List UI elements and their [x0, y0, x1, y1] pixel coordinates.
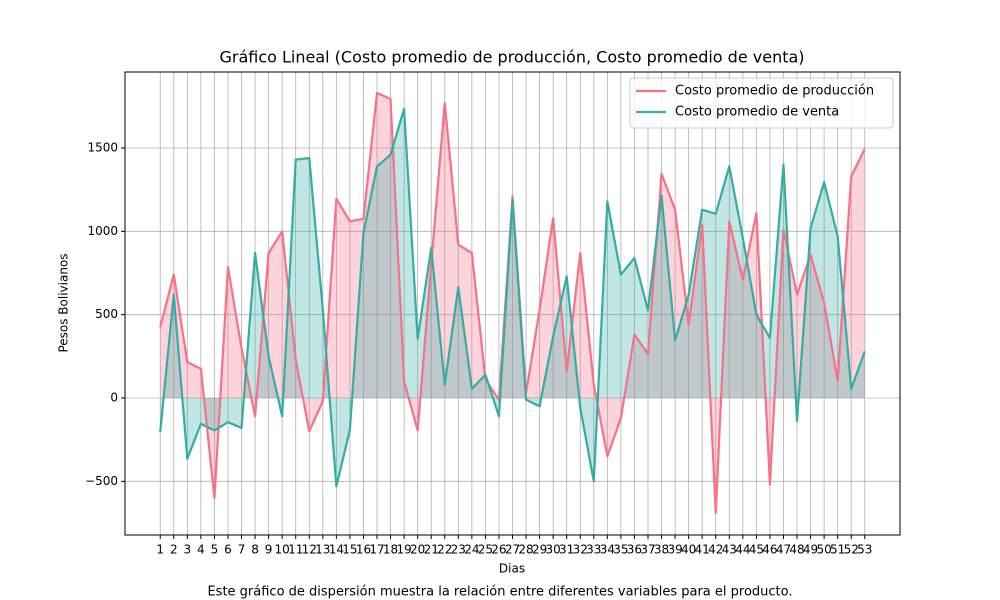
x-tick-label: 1 — [156, 543, 164, 557]
x-tick-label: 40 — [681, 543, 696, 557]
x-tick-label: 21 — [424, 543, 439, 557]
x-tick-label: 30 — [546, 543, 561, 557]
x-tick-label: 19 — [396, 543, 411, 557]
x-tick-label: 43 — [722, 543, 737, 557]
x-tick-label: 5 — [211, 543, 219, 557]
x-tick-label: 23 — [451, 543, 466, 557]
x-tick-label: 13 — [315, 543, 330, 557]
x-tick-label: 17 — [369, 543, 384, 557]
x-tick-label: 7 — [238, 543, 246, 557]
x-tick-label: 26 — [491, 543, 506, 557]
legend-label: Costo promedio de venta — [675, 105, 839, 120]
y-tick-label: 1500 — [87, 141, 118, 155]
x-tick-label: 44 — [735, 543, 750, 557]
x-tick-label: 36 — [627, 543, 642, 557]
y-tick-label: 0 — [110, 391, 118, 405]
x-tick-label: 42 — [708, 543, 723, 557]
x-tick-label: 46 — [762, 543, 777, 557]
x-tick-label: 4 — [197, 543, 205, 557]
x-tick-label: 22 — [437, 543, 452, 557]
y-tick-label: 1000 — [87, 224, 118, 238]
x-tick-label: 49 — [803, 543, 818, 557]
x-tick-label: 25 — [478, 543, 493, 557]
x-tick-label: 18 — [383, 543, 398, 557]
x-axis-label: Dias — [499, 562, 525, 576]
x-tick-label: 20 — [410, 543, 425, 557]
x-tick-label: 39 — [667, 543, 682, 557]
x-tick-label: 34 — [600, 543, 615, 557]
x-tick-label: 45 — [749, 543, 764, 557]
y-tick-label: 500 — [95, 307, 118, 321]
y-axis-label: Pesos Bolivianos — [57, 253, 71, 352]
x-tick-label: 2 — [170, 543, 178, 557]
x-tick-label: 35 — [613, 543, 628, 557]
x-tick-label: 37 — [640, 543, 655, 557]
x-tick-label: 12 — [302, 543, 317, 557]
chart-title: Gráfico Lineal (Costo promedio de produc… — [219, 48, 804, 67]
legend-label: Costo promedio de producción — [675, 84, 874, 99]
x-tick-label: 28 — [518, 543, 533, 557]
x-tick-label: 6 — [224, 543, 232, 557]
x-tick-label: 29 — [532, 543, 547, 557]
x-tick-label: 10 — [275, 543, 290, 557]
x-tick-label: 16 — [356, 543, 371, 557]
x-tick-label: 32 — [573, 543, 588, 557]
area — [160, 93, 865, 513]
line — [159, 107, 866, 488]
x-tick-label: 41 — [695, 543, 710, 557]
x-tick-label: 14 — [329, 543, 344, 557]
x-tick-label: 53 — [857, 543, 872, 557]
x-tick-label: 11 — [288, 543, 303, 557]
legend-box — [629, 77, 894, 129]
x-tick-label: 15 — [342, 543, 357, 557]
y-tick-label: −500 — [85, 474, 118, 488]
caption: Este gráfico de dispersión muestra la re… — [207, 585, 792, 600]
x-tick-label: 27 — [505, 543, 520, 557]
legend: Costo promedio de producción Costo promed… — [629, 77, 894, 129]
x-tick-label: 50 — [816, 543, 831, 557]
area — [160, 108, 865, 487]
x-tick-label: 51 — [830, 543, 845, 557]
x-tick-label: 48 — [789, 543, 804, 557]
x-tick-label: 24 — [464, 543, 479, 557]
x-tick-label: 31 — [559, 543, 574, 557]
x-tick-label: 3 — [184, 543, 192, 557]
x-tick-label: 33 — [586, 543, 601, 557]
x-tick-label: 47 — [776, 543, 791, 557]
plot-frame — [124, 71, 901, 536]
x-tick-label: 38 — [654, 543, 669, 557]
x-tick-label: 9 — [265, 543, 273, 557]
x-tick-label: 8 — [251, 543, 259, 557]
x-tick-label: 52 — [844, 543, 859, 557]
